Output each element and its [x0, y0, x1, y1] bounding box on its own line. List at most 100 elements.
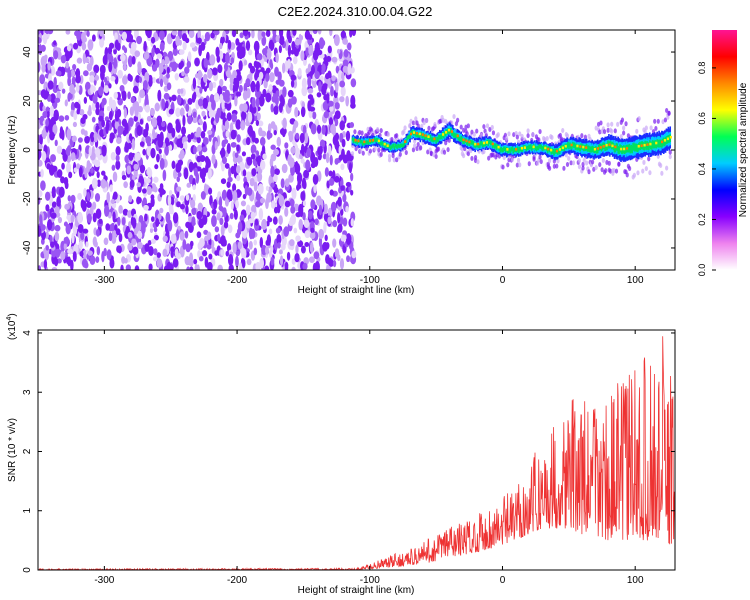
noise-point [144, 213, 148, 222]
noise-point [99, 37, 105, 48]
signal-track-cell [436, 136, 438, 142]
signal-track-cell [512, 149, 515, 154]
noise-point [176, 201, 181, 208]
signal-track-cell [481, 142, 484, 148]
signal-hotspot [570, 143, 573, 147]
noise-point [182, 41, 187, 51]
noise-point [211, 208, 217, 215]
colorbar: 0.0 0.2 0.4 0.6 0.8 Normalized spectral ampl… [697, 30, 749, 276]
noise-point [307, 75, 312, 88]
signal-track-cell [360, 140, 362, 144]
noise-point [259, 136, 266, 146]
signal-hotspot [363, 140, 366, 144]
noise-point [216, 55, 221, 63]
noise-point [92, 94, 98, 104]
signal-track-cell [365, 140, 368, 144]
track-halo-point [531, 132, 535, 138]
noise-point [289, 198, 295, 207]
signal-hotspot [558, 148, 562, 151]
noise-point [115, 154, 120, 162]
snr-multiplier-close: ) [7, 313, 18, 316]
noise-point [123, 107, 128, 119]
signal-hotspot [462, 138, 465, 142]
track-halo-point [569, 160, 573, 166]
noise-point [202, 214, 208, 225]
noise-point [318, 228, 325, 240]
noise-point [127, 231, 133, 239]
noise-point [289, 118, 295, 124]
track-halo-point [585, 160, 589, 166]
noise-point [93, 239, 97, 247]
noise-point [133, 163, 139, 171]
noise-point [152, 77, 156, 84]
noise-point [38, 30, 41, 35]
signal-track-cell [377, 140, 380, 144]
noise-point [328, 178, 335, 186]
noise-point [182, 115, 186, 127]
noise-point [288, 130, 293, 138]
noise-point [190, 199, 196, 209]
noise-point [73, 110, 78, 121]
noise-point [185, 243, 191, 253]
signal-hotspot [547, 147, 550, 151]
noise-point [278, 194, 285, 207]
noise-point [122, 208, 129, 216]
noise-point [245, 137, 251, 146]
noise-point [197, 250, 201, 258]
noise-point [50, 212, 57, 219]
noise-point [156, 258, 163, 268]
signal-track-cell [558, 149, 561, 155]
track-halo-point [571, 160, 576, 166]
noise-point [146, 186, 153, 195]
noise-point [334, 158, 339, 165]
noise-point [213, 199, 218, 210]
noise-point [157, 89, 162, 102]
track-halo-point [552, 163, 556, 169]
noise-point [108, 83, 112, 89]
noise-point [258, 71, 264, 80]
signal-track-cell [518, 148, 520, 153]
track-halo-point [358, 129, 362, 135]
signal-track-cell [499, 148, 502, 153]
track-halo-point [409, 118, 413, 124]
noise-point [197, 241, 203, 251]
signal-track-cell [586, 145, 589, 152]
track-halo-point [562, 165, 566, 171]
noise-point [202, 137, 209, 145]
noise-point [304, 132, 309, 144]
signal-hotspot [523, 146, 526, 149]
noise-point [194, 57, 200, 67]
noise-point [168, 190, 173, 196]
noise-point [53, 40, 57, 46]
noise-point [159, 42, 165, 52]
noise-point [235, 38, 240, 46]
noise-point [328, 170, 333, 177]
noise-point [274, 168, 280, 176]
noise-point [285, 150, 289, 159]
track-halo-point [665, 165, 669, 171]
noise-point [217, 64, 223, 74]
noise-point [128, 133, 133, 142]
noise-point [329, 30, 333, 37]
signal-track-cell [546, 148, 549, 154]
noise-point [268, 84, 273, 92]
signal-track-cell [601, 143, 604, 151]
track-halo-point [661, 119, 665, 125]
track-halo-point [515, 162, 519, 168]
noise-point [214, 226, 220, 233]
signal-track-cell [455, 133, 458, 139]
noise-point [162, 235, 168, 243]
signal-track-cell [393, 146, 396, 150]
noise-point [246, 258, 252, 266]
noise-point [54, 139, 58, 147]
noise-point [191, 216, 196, 227]
noise-point [250, 80, 256, 93]
track-halo-point [518, 131, 522, 137]
noise-point [87, 39, 94, 51]
signal-track-cell [435, 139, 437, 144]
noise-point [221, 156, 227, 165]
track-halo-point [496, 132, 500, 138]
signal-track-cell [466, 141, 469, 146]
noise-point [129, 74, 133, 82]
